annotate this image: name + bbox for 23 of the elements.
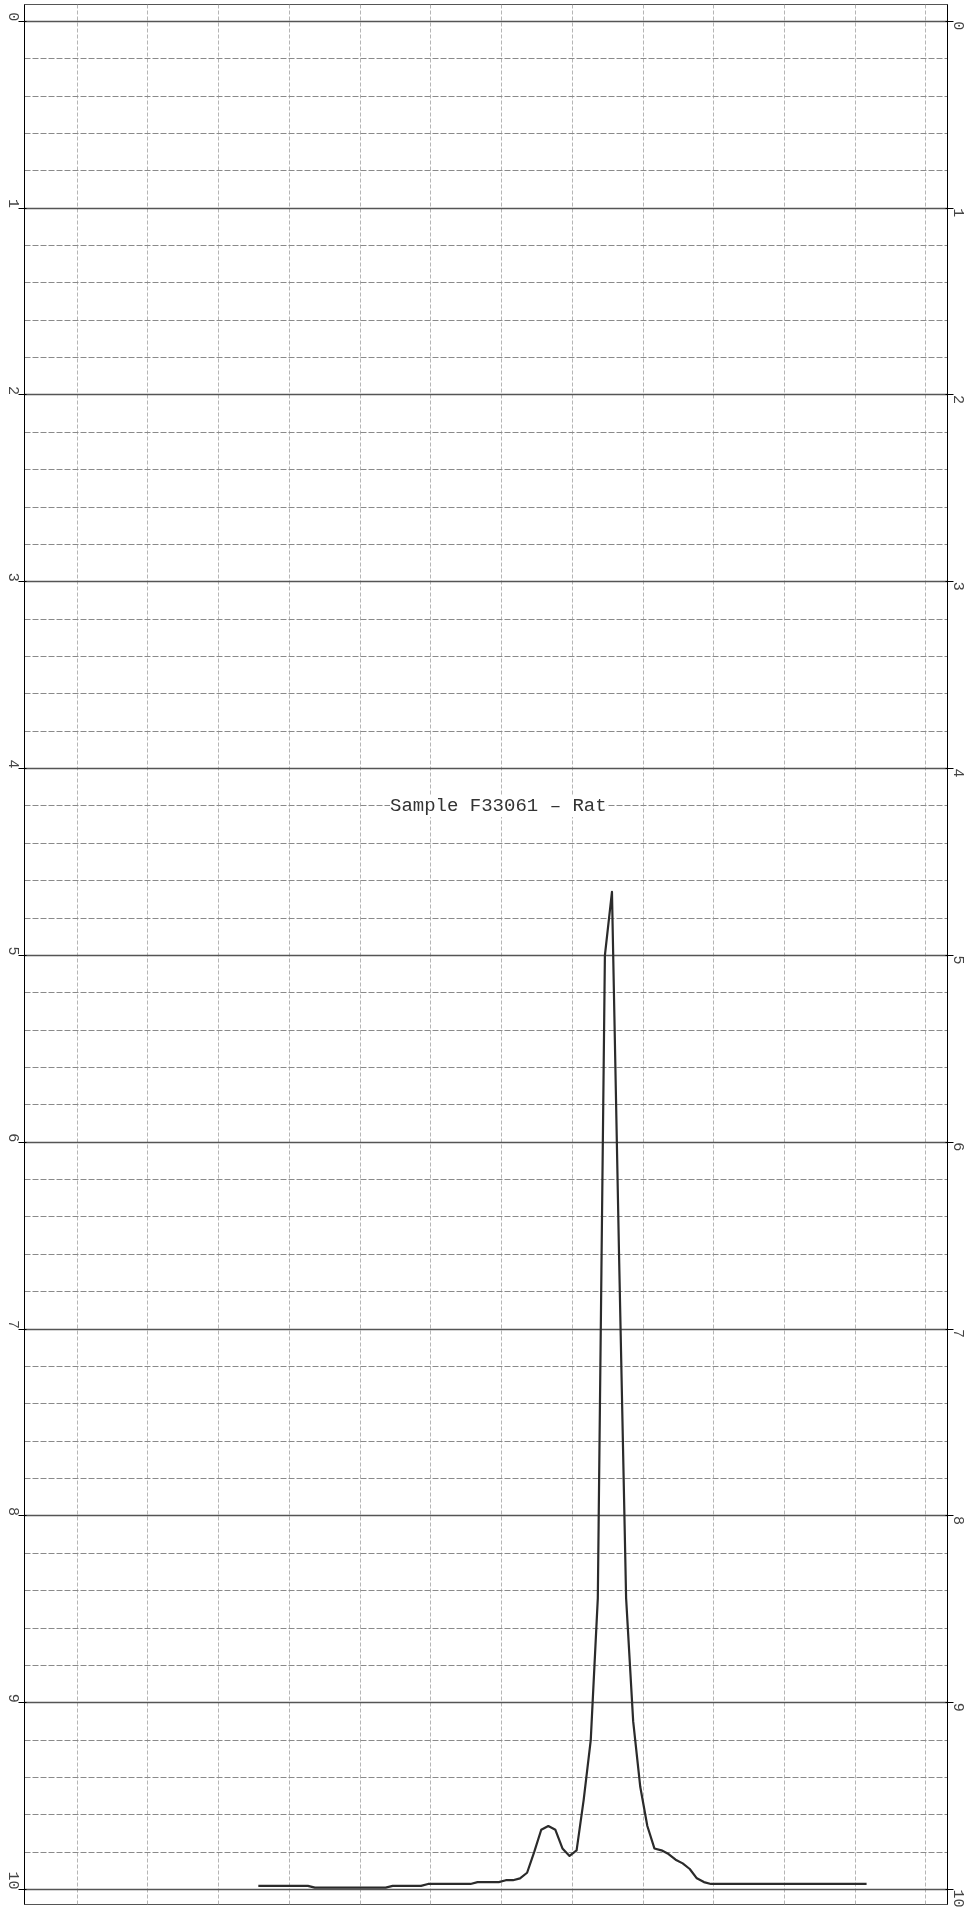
y-tick-label: 6: [3, 1133, 21, 1143]
y2-tick-label: 5: [948, 955, 966, 965]
y2-tick-label: 2: [948, 394, 966, 404]
y-tick-label: 1: [3, 199, 21, 209]
y2-tick-label: 8: [948, 1515, 966, 1525]
y-tick-label: 7: [3, 1320, 21, 1330]
y2-tick-label: 3: [948, 581, 966, 591]
y2-tick-label: 4: [948, 768, 966, 778]
y2-tick-label: 6: [948, 1142, 966, 1152]
y-tick-label: 5: [3, 946, 21, 956]
y-tick-label: 0: [3, 12, 21, 22]
y-tick-label: 2: [3, 385, 21, 395]
y2-tick-label: 7: [948, 1329, 966, 1339]
annotation: Sample F33061 – Rat: [390, 794, 607, 817]
y2-tick-label: 0: [948, 21, 966, 31]
y2-tick-label: 10: [948, 1889, 966, 1908]
y-tick-label: 3: [3, 572, 21, 582]
y-tick-label: 9: [3, 1693, 21, 1703]
y2-tick-label: 9: [948, 1702, 966, 1712]
y2-tick-label: 1: [948, 208, 966, 218]
y-tick-label: 10: [3, 1871, 21, 1890]
y-tick-label: 4: [3, 759, 21, 769]
y-tick-label: 8: [3, 1506, 21, 1516]
